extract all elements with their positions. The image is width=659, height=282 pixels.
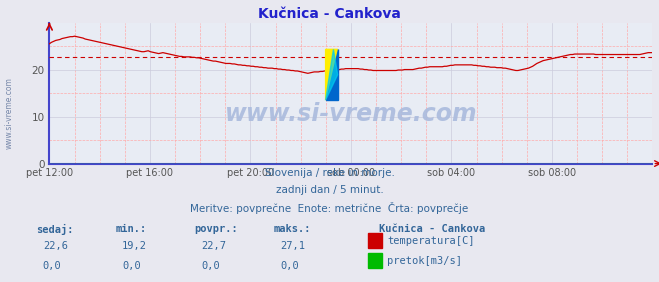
Text: min.:: min.: [115,224,146,234]
Text: Kučnica - Cankova: Kučnica - Cankova [379,224,485,234]
Text: 27,1: 27,1 [280,241,305,251]
Text: 0,0: 0,0 [280,261,299,271]
Text: zadnji dan / 5 minut.: zadnji dan / 5 minut. [275,185,384,195]
Text: pretok[m3/s]: pretok[m3/s] [387,256,463,266]
Polygon shape [326,49,337,100]
Text: 19,2: 19,2 [122,241,147,251]
Text: 0,0: 0,0 [201,261,219,271]
Polygon shape [326,49,337,100]
Polygon shape [326,49,337,100]
Text: temperatura[C]: temperatura[C] [387,236,475,246]
Text: 22,7: 22,7 [201,241,226,251]
Text: Slovenija / reke in morje.: Slovenija / reke in morje. [264,168,395,178]
Text: Meritve: povprečne  Enote: metrične  Črta: povprečje: Meritve: povprečne Enote: metrične Črta:… [190,202,469,214]
Text: sedaj:: sedaj: [36,224,74,235]
Text: 0,0: 0,0 [122,261,140,271]
Text: 0,0: 0,0 [43,261,61,271]
Text: 22,6: 22,6 [43,241,68,251]
Text: maks.:: maks.: [273,224,311,234]
Text: www.si-vreme.com: www.si-vreme.com [225,102,477,126]
Text: www.si-vreme.com: www.si-vreme.com [5,77,14,149]
Text: Kučnica - Cankova: Kučnica - Cankova [258,7,401,21]
Text: povpr.:: povpr.: [194,224,238,234]
